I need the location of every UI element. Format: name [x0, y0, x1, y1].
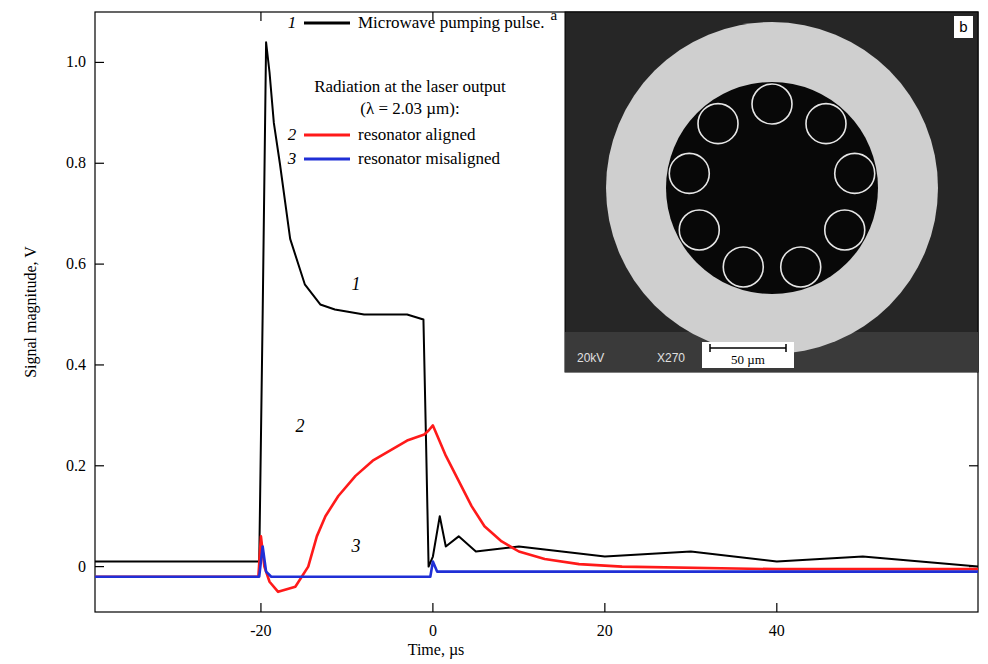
scale-bar-end	[709, 344, 711, 352]
scale-bar-box	[702, 342, 794, 368]
legend-heading: Radiation at the laser output	[314, 77, 506, 96]
y-tick	[95, 566, 104, 567]
legend-number: 1	[288, 13, 297, 32]
legend-text: resonator misaligned	[358, 149, 501, 168]
y-tick	[95, 264, 104, 265]
legend-text: resonator aligned	[358, 125, 476, 144]
plot-frame	[95, 12, 978, 612]
capillary	[835, 153, 875, 193]
x-tick	[260, 603, 261, 612]
x-axis-title: Time, µs	[408, 641, 465, 659]
x-tick	[604, 603, 605, 612]
scale-bar	[710, 347, 786, 349]
capillary	[669, 153, 709, 193]
capillary	[752, 84, 792, 124]
curve-label: 2	[296, 416, 305, 436]
fiber-core	[666, 82, 878, 294]
inset-text: 20kV	[577, 351, 604, 365]
x-tick-label: 20	[597, 622, 613, 639]
panel-label: a	[551, 7, 558, 23]
legend-text: Microwave pumping pulse.	[358, 13, 545, 32]
chart: -20 0 20 40 0 0.2 0.4 0.6 0.8 1.0 Time, µs Signal m…	[0, 0, 988, 664]
fiber-cladding	[606, 22, 938, 354]
y-tick-label: 0	[78, 558, 86, 575]
series-line	[95, 425, 978, 591]
y-tick-label: 0.8	[66, 154, 86, 171]
inset-background	[565, 12, 978, 372]
legend-swatch	[304, 22, 350, 25]
x-tick-top	[260, 12, 261, 21]
curve-label: 1	[352, 274, 361, 294]
legend-swatch	[304, 158, 350, 161]
curve-label: 3	[351, 536, 361, 556]
capillary	[781, 247, 821, 287]
x-tick	[776, 603, 777, 612]
legend-heading: (λ = 2.03 µm):	[360, 99, 459, 118]
y-tick	[95, 465, 104, 466]
y-axis-title: Signal magnitude, V	[22, 246, 40, 378]
capillary	[825, 210, 865, 250]
legend-number: 2	[288, 125, 297, 144]
legend-number: 3	[287, 149, 297, 168]
inset-text: X270	[657, 351, 685, 365]
capillary	[723, 247, 763, 287]
series-line	[95, 546, 978, 576]
x-tick-label: 0	[429, 622, 437, 639]
y-tick-label: 0.4	[66, 356, 86, 373]
y-tick	[95, 364, 104, 365]
x-tick-label: -20	[250, 622, 271, 639]
y-tick-label: 0.6	[66, 255, 86, 272]
y-tick	[95, 62, 104, 63]
y-tick-label: 0.2	[66, 457, 86, 474]
y-tick	[95, 163, 104, 164]
scale-bar-label: 50 µm	[731, 352, 765, 367]
x-tick-label: 40	[769, 622, 785, 639]
scale-bar-end	[785, 344, 787, 352]
y-tick-label: 1.0	[66, 53, 86, 70]
x-tick	[432, 603, 433, 612]
inset-label-box	[954, 16, 973, 38]
capillary	[806, 104, 846, 144]
inset-panel-label: b	[959, 18, 967, 35]
inset: 20kV X270 50 µm b	[565, 12, 978, 372]
capillary	[698, 104, 738, 144]
legend-swatch	[304, 134, 350, 137]
capillary	[679, 210, 719, 250]
y-tick-right	[969, 465, 978, 466]
